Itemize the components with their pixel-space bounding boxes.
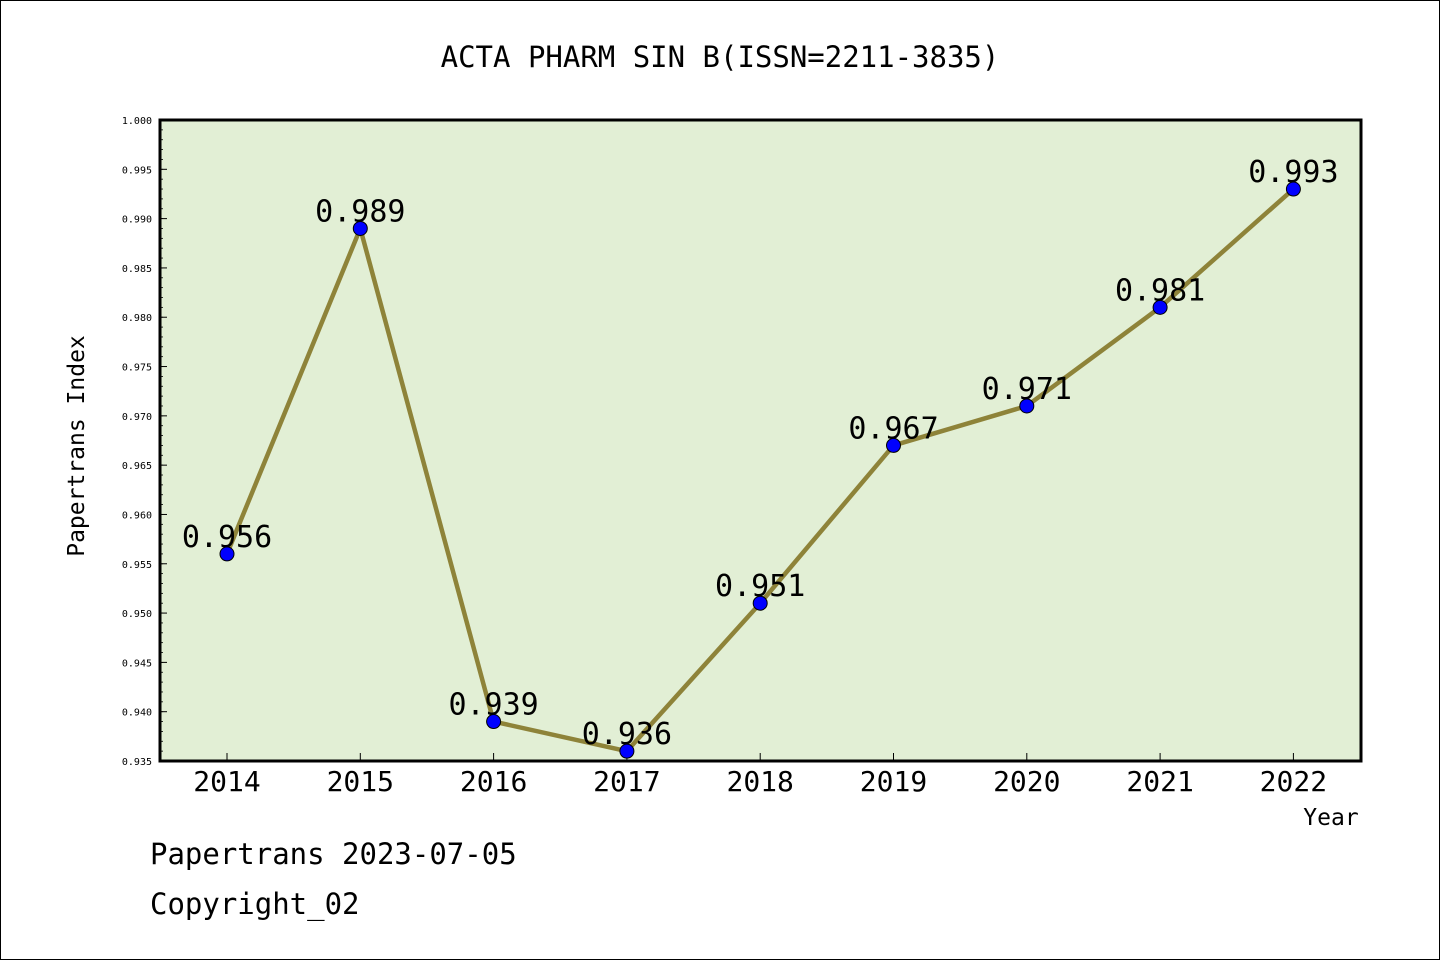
data-point-marker bbox=[352, 220, 368, 236]
x-axis-label: Year bbox=[1303, 805, 1358, 831]
y-tick-label: 0.990 bbox=[122, 215, 152, 226]
data-label: 0.951 bbox=[715, 569, 805, 604]
data-label: 0.936 bbox=[582, 717, 672, 752]
data-label: 0.939 bbox=[448, 688, 538, 723]
y-tick-label: 0.955 bbox=[122, 560, 152, 571]
footer-date: Papertrans 2023-07-05 bbox=[150, 837, 517, 871]
x-tick-label: 2022 bbox=[1260, 765, 1327, 798]
data-point-marker bbox=[1019, 398, 1035, 414]
data-point-marker bbox=[1285, 181, 1301, 197]
data-point-marker bbox=[1152, 299, 1168, 315]
data-label-group: 0.956 0.989 0.939 0.936 0.951 0.967 0.971 0.981… bbox=[182, 155, 1339, 752]
y-tick-label: 1.000 bbox=[122, 116, 152, 127]
y-tick-label: 0.980 bbox=[122, 313, 152, 324]
data-point-marker bbox=[219, 546, 235, 562]
y-tick-label: 0.995 bbox=[122, 165, 152, 176]
data-label: 0.989 bbox=[315, 194, 405, 229]
series-line-group bbox=[219, 181, 1301, 759]
y-tick-label: 0.960 bbox=[122, 510, 152, 521]
x-axis-ticks: 2014 2015 2016 2017 2018 2019 2020 2021 2022 bbox=[193, 753, 1327, 798]
data-point-marker bbox=[486, 714, 502, 730]
x-tick-label: 2020 bbox=[993, 765, 1060, 798]
data-label: 0.971 bbox=[982, 372, 1072, 407]
data-label: 0.967 bbox=[848, 411, 938, 446]
y-tick-label: 0.965 bbox=[122, 461, 152, 472]
data-point-marker bbox=[886, 437, 901, 453]
y-tick-label: 0.985 bbox=[122, 264, 152, 275]
y-tick-label: 0.975 bbox=[122, 363, 152, 374]
y-axis-ticks: 0.935 0.940 0.945 0.950 0.955 0.960 0.965 0.970… bbox=[122, 116, 167, 768]
y-tick-label: 0.935 bbox=[122, 757, 152, 768]
data-label: 0.956 bbox=[182, 520, 272, 555]
y-tick-label: 0.945 bbox=[122, 658, 152, 669]
data-label: 0.981 bbox=[1115, 273, 1205, 308]
y-tick-label: 0.940 bbox=[122, 708, 152, 719]
chart-title: ACTA PHARM SIN B(ISSN=2211-3835) bbox=[441, 40, 1000, 74]
y-tick-label: 0.970 bbox=[122, 412, 152, 423]
x-tick-label: 2016 bbox=[460, 765, 527, 798]
footer-copyright: Copyright_02 bbox=[150, 887, 360, 922]
x-tick-label: 2014 bbox=[193, 765, 260, 798]
data-point-marker bbox=[619, 743, 635, 759]
x-tick-label: 2015 bbox=[327, 765, 394, 798]
y-axis-label: Papertrans Index bbox=[64, 335, 90, 557]
x-tick-label: 2018 bbox=[726, 765, 793, 798]
x-tick-label: 2019 bbox=[860, 765, 927, 798]
data-point-marker bbox=[752, 595, 768, 611]
x-tick-label: 2017 bbox=[593, 765, 660, 798]
x-tick-label: 2021 bbox=[1126, 765, 1193, 798]
data-label: 0.993 bbox=[1248, 155, 1338, 190]
y-tick-label: 0.950 bbox=[122, 609, 152, 620]
